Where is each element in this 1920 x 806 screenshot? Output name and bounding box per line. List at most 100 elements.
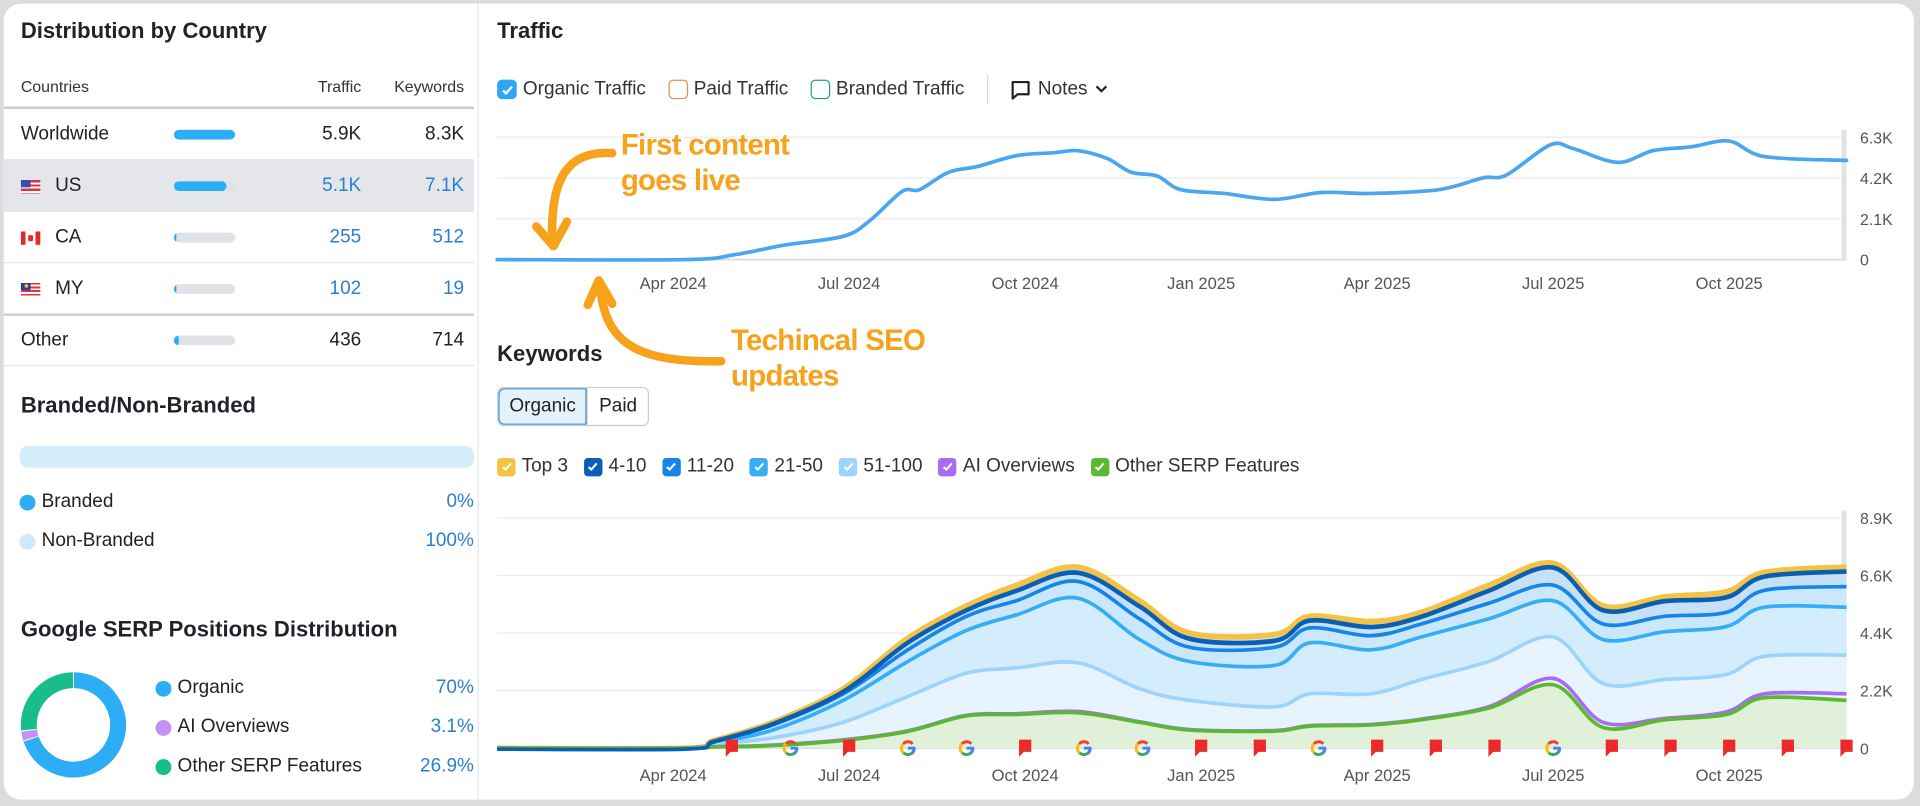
google-update-icon[interactable] (958, 740, 975, 757)
google-update-icon[interactable] (1310, 740, 1327, 757)
country-row[interactable]: MY 102 19 (3, 263, 474, 316)
header-traffic[interactable]: Traffic (317, 77, 362, 96)
x-tick-label: Oct 2024 (992, 274, 1059, 293)
keywords-value: 8.3K (425, 123, 465, 145)
country-row[interactable]: CA 255 512 (3, 212, 474, 264)
non-branded-value[interactable]: 100% (425, 530, 474, 552)
legend-label: Other SERP Features (1115, 455, 1300, 477)
serp-legend: Organic 70% AI Overviews 3.1% Other SERP Fea… (155, 677, 474, 787)
google-update-icon[interactable] (782, 740, 799, 757)
checkbox-checked-icon (497, 457, 516, 476)
organic-traffic-checkbox[interactable]: Organic Traffic (497, 78, 646, 100)
country-row[interactable]: US 5.1K 7.1K (3, 160, 474, 212)
paid-traffic-checkbox[interactable]: Paid Traffic (667, 78, 789, 100)
legend-checkbox-4-10[interactable]: 4-10 (583, 456, 646, 478)
serp-legend-label: AI Overviews (177, 716, 290, 738)
traffic-value[interactable]: 255 (329, 226, 362, 248)
note-flag-icon[interactable] (1019, 739, 1032, 757)
note-flag-icon[interactable] (1195, 739, 1208, 757)
note-flag-icon[interactable] (1429, 739, 1442, 757)
tab-paid[interactable]: Paid (586, 388, 648, 425)
donut-slice-organic[interactable] (23, 672, 127, 778)
country-name-cell: CA (20, 226, 82, 249)
google-update-icon[interactable] (900, 740, 916, 757)
branded-title: Branded/Non-Branded (20, 393, 256, 418)
note-flag-icon[interactable] (843, 739, 856, 757)
note-flag-icon[interactable] (1781, 739, 1794, 757)
serp-legend-value[interactable]: 26.9% (420, 755, 474, 777)
google-update-icon[interactable] (1076, 740, 1092, 757)
keywords-value[interactable]: 7.1K (425, 175, 465, 196)
notes-dropdown[interactable]: Notes (1010, 78, 1109, 100)
branded-traffic-checkbox[interactable]: Branded Traffic (810, 78, 964, 100)
branded-legend: Branded 0% Non-Branded 100% (19, 491, 474, 564)
x-tick-label: Jan 2025 (1167, 766, 1235, 785)
traffic-value[interactable]: 102 (329, 277, 362, 299)
legend-dot-icon (155, 758, 172, 775)
checkbox-checked-icon (662, 457, 681, 476)
serp-legend-item: Organic (155, 677, 244, 699)
branded-share-bar (19, 445, 474, 468)
tab-organic[interactable]: Organic (498, 388, 587, 425)
checkbox-checked-icon (749, 457, 769, 476)
dashboard-card: Distribution by Country Countries Traffi… (3, 3, 1914, 800)
country-row[interactable]: Worldwide 5.9K 8.3K (3, 109, 474, 161)
traffic-title: Traffic (497, 18, 564, 43)
traffic-share-bar (173, 335, 236, 346)
organic-traffic-line[interactable] (495, 138, 1849, 262)
serp-legend-item: Other SERP Features (155, 756, 362, 778)
branded-value[interactable]: 0% (446, 491, 474, 512)
note-flag-icon[interactable] (1488, 739, 1501, 757)
x-tick-label: Oct 2025 (1696, 766, 1763, 785)
x-tick-label: Jul 2024 (818, 274, 880, 293)
country-row[interactable]: Other 436 714 (3, 315, 474, 367)
line-21-50[interactable] (497, 595, 1847, 751)
ca-flag-icon (20, 230, 41, 245)
note-flag-icon[interactable] (1253, 739, 1266, 757)
line-51-100[interactable] (497, 634, 1847, 751)
note-flag-icon[interactable] (1371, 739, 1384, 757)
donut-slice-ai-overviews[interactable] (21, 729, 39, 741)
distribution-title: Distribution by Country (20, 18, 267, 43)
y-tick-label: 4.4K (1860, 626, 1893, 643)
y-tick-label: 6.3K (1860, 130, 1893, 147)
paid-traffic-label: Paid Traffic (693, 78, 789, 100)
legend-checkbox-ai-overviews[interactable]: AI Overviews (938, 455, 1075, 478)
annotation-technical-seo: Techincal SEO updates (731, 323, 926, 394)
legend-label: AI Overviews (962, 455, 1075, 477)
line-other-serp-features[interactable] (497, 682, 1847, 751)
x-tick-label: Apr 2024 (640, 274, 707, 293)
keywords-value[interactable]: 19 (442, 277, 465, 299)
country-name[interactable]: CA (55, 226, 82, 248)
donut-slice-other-serp-features[interactable] (20, 672, 74, 731)
legend-checkbox-11-20[interactable]: 11-20 (662, 456, 734, 478)
legend-checkbox-51-100[interactable]: 51-100 (838, 456, 923, 478)
country-name[interactable]: US (55, 175, 82, 196)
traffic-chart: 6.3K 4.2K 2.1K 0 Apr 2024 Jul 2024 Oct 2024 Jan… (495, 129, 1893, 293)
google-update-icon[interactable] (1134, 740, 1151, 757)
legend-label: 11-20 (686, 455, 735, 477)
traffic-value[interactable]: 5.1K (322, 175, 362, 196)
country-name[interactable]: MY (55, 277, 84, 299)
annotation-arrows (532, 148, 726, 366)
traffic-share-bar (173, 181, 236, 192)
legend-checkbox-top-3[interactable]: Top 3 (497, 456, 568, 478)
note-flag-icon[interactable] (725, 739, 738, 757)
google-update-icon[interactable] (1545, 740, 1562, 757)
legend-checkbox-21-50[interactable]: 21-50 (749, 456, 823, 478)
traffic-share-fill (173, 335, 179, 346)
note-flag-icon[interactable] (1605, 739, 1618, 757)
serp-legend-value[interactable]: 3.1% (430, 716, 474, 738)
header-keywords[interactable]: Keywords (394, 77, 465, 96)
serp-legend-value[interactable]: 70% (435, 677, 474, 698)
legend-checkbox-other-serp-features[interactable]: Other SERP Features (1090, 455, 1300, 478)
serp-legend-item: AI Overviews (155, 716, 290, 738)
note-flag-icon[interactable] (1723, 739, 1736, 757)
chart-end-band (1841, 129, 1847, 260)
note-flag-icon[interactable] (1840, 739, 1853, 757)
note-flag-icon[interactable] (1664, 739, 1677, 757)
x-tick-label: Jul 2025 (1522, 274, 1584, 293)
y-tick-label: 6.6K (1860, 569, 1893, 586)
keywords-value[interactable]: 512 (432, 226, 465, 248)
checkbox-unchecked-icon (810, 79, 830, 100)
